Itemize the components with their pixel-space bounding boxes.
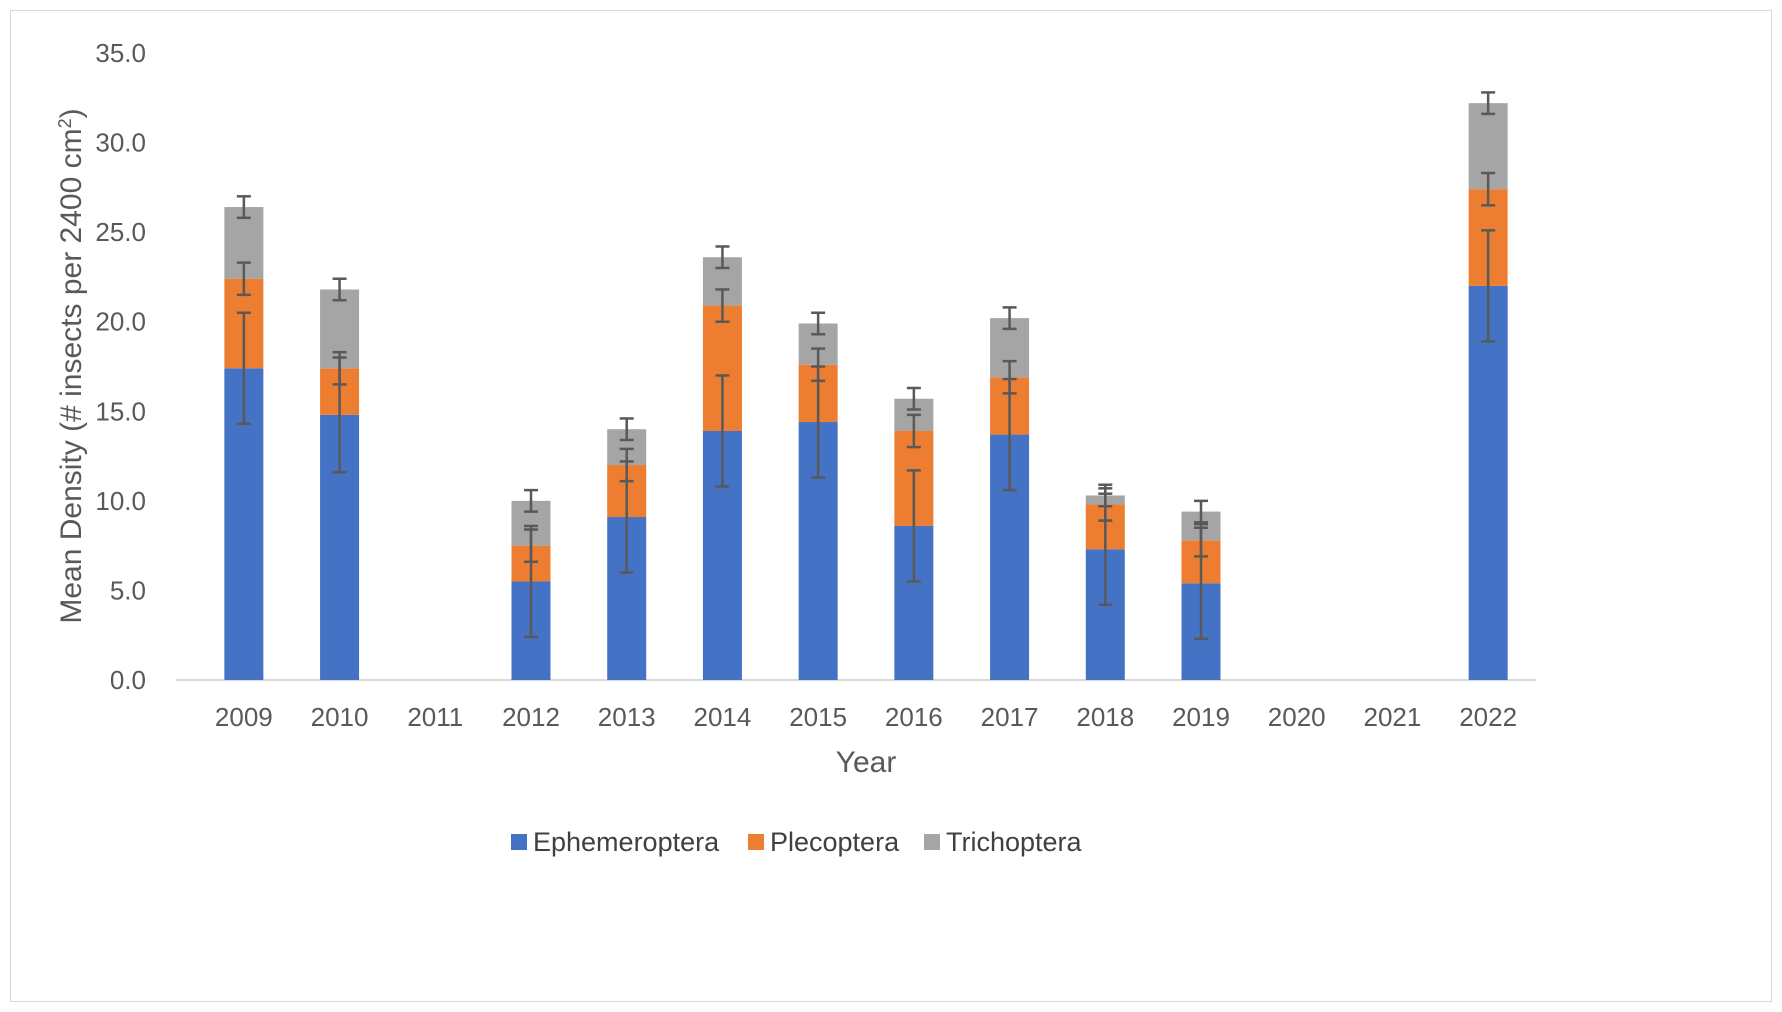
x-tick-label: 2017 xyxy=(981,702,1039,732)
x-tick-label: 2015 xyxy=(789,702,847,732)
y-tick-label: 15.0 xyxy=(95,396,146,426)
x-tick-label: 2011 xyxy=(407,702,463,732)
y-axis-title-superscript: 2 xyxy=(55,118,75,128)
legend-swatch-ephemeroptera xyxy=(511,834,527,850)
x-tick-label: 2018 xyxy=(1076,702,1134,732)
legend-swatch-plecoptera xyxy=(748,834,764,850)
y-tick-label: 25.0 xyxy=(95,217,146,247)
bars xyxy=(224,103,1508,680)
x-axis-ticks: 2009 2010 2011 2012 2013 2014 2015 2016 2017 2018… xyxy=(215,702,1517,732)
y-tick-label: 0.0 xyxy=(110,665,146,695)
y-axis-title-main: Mean Density (# insects per 2400 cm xyxy=(55,128,88,623)
y-tick-label: 35.0 xyxy=(95,38,146,68)
x-axis-title: Year xyxy=(836,746,897,779)
legend-label-ephemeroptera: Ephemeroptera xyxy=(533,827,720,857)
legend: Ephemeroptera Plecoptera Trichoptera xyxy=(511,827,1083,857)
x-tick-label: 2013 xyxy=(598,702,656,732)
x-tick-label: 2009 xyxy=(215,702,273,732)
bar-ephemeroptera-2022 xyxy=(1468,285,1508,680)
stacked-bar-chart: 0.05.010.015.020.025.030.035.0 2009 2010 2… xyxy=(55,38,1536,857)
x-tick-label: 2016 xyxy=(885,702,943,732)
x-tick-label: 2019 xyxy=(1172,702,1230,732)
x-tick-label: 2010 xyxy=(311,702,369,732)
legend-label-plecoptera: Plecoptera xyxy=(770,827,900,857)
x-tick-label: 2014 xyxy=(694,702,752,732)
error-bars xyxy=(236,91,1496,641)
y-tick-label: 5.0 xyxy=(110,575,146,605)
legend-swatch-trichoptera xyxy=(924,834,940,850)
y-tick-label: 20.0 xyxy=(95,307,146,337)
y-axis-ticks: 0.0 5.0 10.0 15.0 20.0 25.0 30.0 35.0 xyxy=(95,38,146,695)
x-tick-label: 2022 xyxy=(1459,702,1517,732)
y-tick-label: 30.0 xyxy=(95,128,146,158)
legend-label-trichoptera: Trichoptera xyxy=(946,827,1083,857)
x-tick-label: 2021 xyxy=(1364,702,1422,732)
chart-frame: 0.0 5.0 10.0 15.0 20.0 25.0 30.0 35.0 2009 2010 2… xyxy=(10,10,1772,1002)
x-tick-label: 2012 xyxy=(502,702,560,732)
x-tick-label: 2020 xyxy=(1268,702,1326,732)
y-axis-title: Mean Density (# insects per 2400 cm2) xyxy=(55,108,88,623)
y-axis-title-end: ) xyxy=(55,108,88,118)
y-tick-label: 10.0 xyxy=(95,486,146,516)
